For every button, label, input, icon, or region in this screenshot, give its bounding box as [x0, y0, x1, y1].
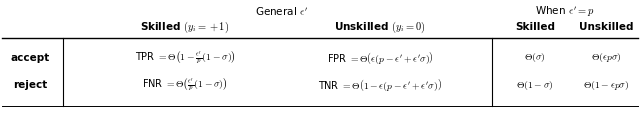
- Text: FPR $= \Theta\left(\epsilon(p - \epsilon' + \epsilon'\sigma)\right)$: FPR $= \Theta\left(\epsilon(p - \epsilon…: [326, 50, 433, 66]
- Text: When $\epsilon' = p$: When $\epsilon' = p$: [535, 5, 595, 19]
- Text: TNR $= \Theta\left(1 - \epsilon(p - \epsilon' + \epsilon'\sigma)\right)$: TNR $= \Theta\left(1 - \epsilon(p - \eps…: [318, 77, 442, 93]
- Text: $\Theta(\sigma)$: $\Theta(\sigma)$: [524, 51, 546, 65]
- Text: $\Theta(1-\sigma)$: $\Theta(1-\sigma)$: [516, 78, 554, 91]
- Text: Unskilled $(y_i = 0)$: Unskilled $(y_i = 0)$: [334, 19, 426, 35]
- Text: FNR $= \Theta\left(\frac{\epsilon'}{p}(1-\sigma)\right)$: FNR $= \Theta\left(\frac{\epsilon'}{p}(1…: [142, 76, 228, 94]
- Text: Skilled: Skilled: [515, 22, 555, 32]
- Text: accept: accept: [10, 53, 50, 63]
- Text: Skilled $(y_i = +1)$: Skilled $(y_i = +1)$: [140, 19, 230, 35]
- Text: reject: reject: [13, 80, 47, 90]
- Text: TPR $= \Theta\left(1 - \frac{\epsilon'}{p}(1-\sigma)\right)$: TPR $= \Theta\left(1 - \frac{\epsilon'}{…: [134, 49, 236, 67]
- Text: $\Theta(1-\epsilon p\sigma)$: $\Theta(1-\epsilon p\sigma)$: [583, 78, 629, 91]
- Text: General $\epsilon'$: General $\epsilon'$: [255, 6, 308, 18]
- Text: Unskilled: Unskilled: [579, 22, 633, 32]
- Text: $\Theta(\epsilon p\sigma)$: $\Theta(\epsilon p\sigma)$: [591, 51, 621, 65]
